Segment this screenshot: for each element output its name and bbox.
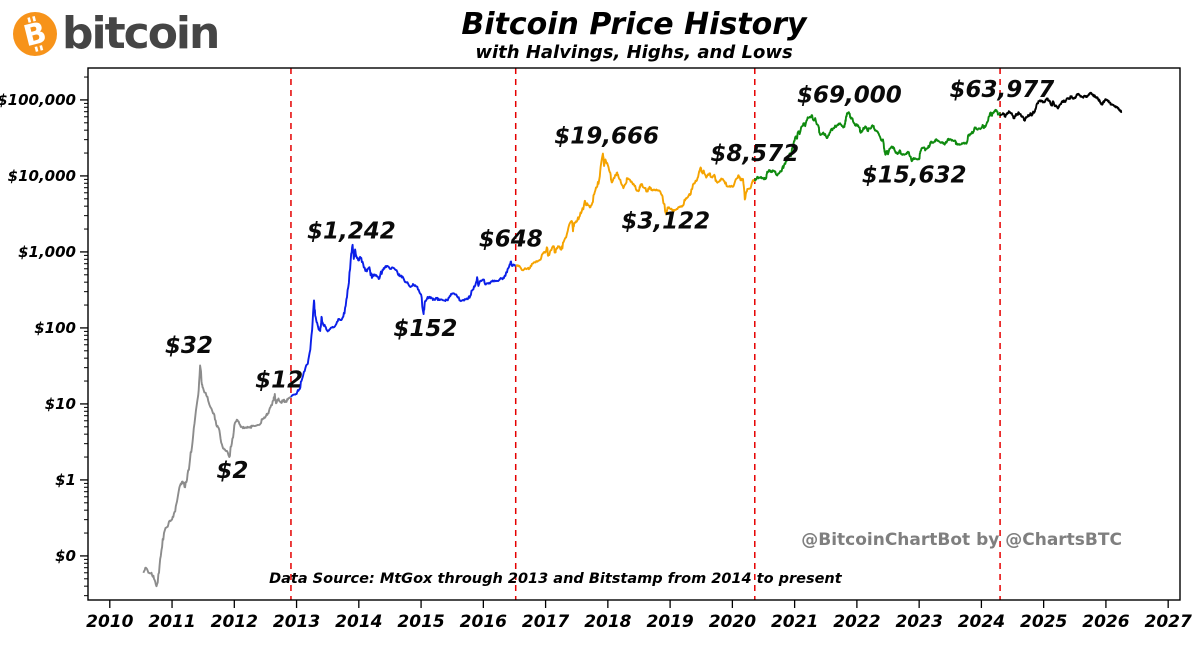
y-axis-label: $1,000 xyxy=(18,243,76,261)
x-axis-label: 2020 xyxy=(709,612,756,632)
y-axis-label: $100,000 xyxy=(0,91,76,109)
price-annotation: $12 xyxy=(255,367,303,393)
data-source-note: Data Source: MtGox through 2013 and Bits… xyxy=(269,571,843,587)
x-axis-label: 2012 xyxy=(211,612,258,632)
x-axis-label: 2022 xyxy=(833,612,880,632)
price-annotation: $1,242 xyxy=(307,219,396,245)
bitcoin-logo: B bitcoin xyxy=(12,8,220,59)
price-line-segment5 xyxy=(999,91,1123,122)
price-annotation: $648 xyxy=(479,227,543,253)
brand-name: bitcoin xyxy=(62,8,220,59)
x-axis-label: 2015 xyxy=(397,612,444,632)
x-axis-label: 2024 xyxy=(958,612,1005,632)
y-axis-label: $1 xyxy=(55,471,76,489)
price-annotation: $69,000 xyxy=(797,82,902,108)
x-axis-label: 2025 xyxy=(1020,612,1067,632)
x-axis-label: 2014 xyxy=(335,612,382,632)
x-axis-label: 2027 xyxy=(1145,612,1192,632)
x-axis-label: 2021 xyxy=(771,612,818,632)
x-axis-label: 2016 xyxy=(460,612,507,632)
attribution: @BitcoinChartBot by @ChartsBTC xyxy=(801,530,1122,550)
price-annotation: $63,977 xyxy=(950,77,1055,103)
price-line-segment3 xyxy=(515,152,756,272)
price-annotation: $19,666 xyxy=(554,124,659,150)
bitcoin-coin-icon: B xyxy=(13,11,57,56)
y-axis-label: $10 xyxy=(45,395,76,413)
x-axis-label: 2010 xyxy=(86,612,133,632)
x-axis-label: 2013 xyxy=(273,612,320,632)
x-axis-label: 2023 xyxy=(895,612,942,632)
x-axis-label: 2018 xyxy=(584,612,631,632)
price-annotation: $15,632 xyxy=(862,162,967,188)
x-axis-label: 2017 xyxy=(522,612,569,632)
price-annotation: $2 xyxy=(216,458,248,484)
y-axis-label: $0 xyxy=(55,547,76,565)
y-axis-label: $100 xyxy=(34,319,76,337)
x-axis-label: 2019 xyxy=(646,612,693,632)
x-axis-label: 2011 xyxy=(148,612,195,632)
price-annotation: $3,122 xyxy=(621,208,710,234)
price-annotation: $32 xyxy=(165,333,213,359)
price-line-segment1 xyxy=(142,364,292,588)
price-annotation: $8,572 xyxy=(710,141,799,167)
price-annotation: $152 xyxy=(393,316,457,342)
price-line-segment2 xyxy=(290,243,517,398)
x-axis-label: 2026 xyxy=(1082,612,1129,632)
y-axis-label: $10,000 xyxy=(8,167,76,185)
plot-border xyxy=(87,67,1181,601)
price-line-segment4 xyxy=(753,108,1001,182)
